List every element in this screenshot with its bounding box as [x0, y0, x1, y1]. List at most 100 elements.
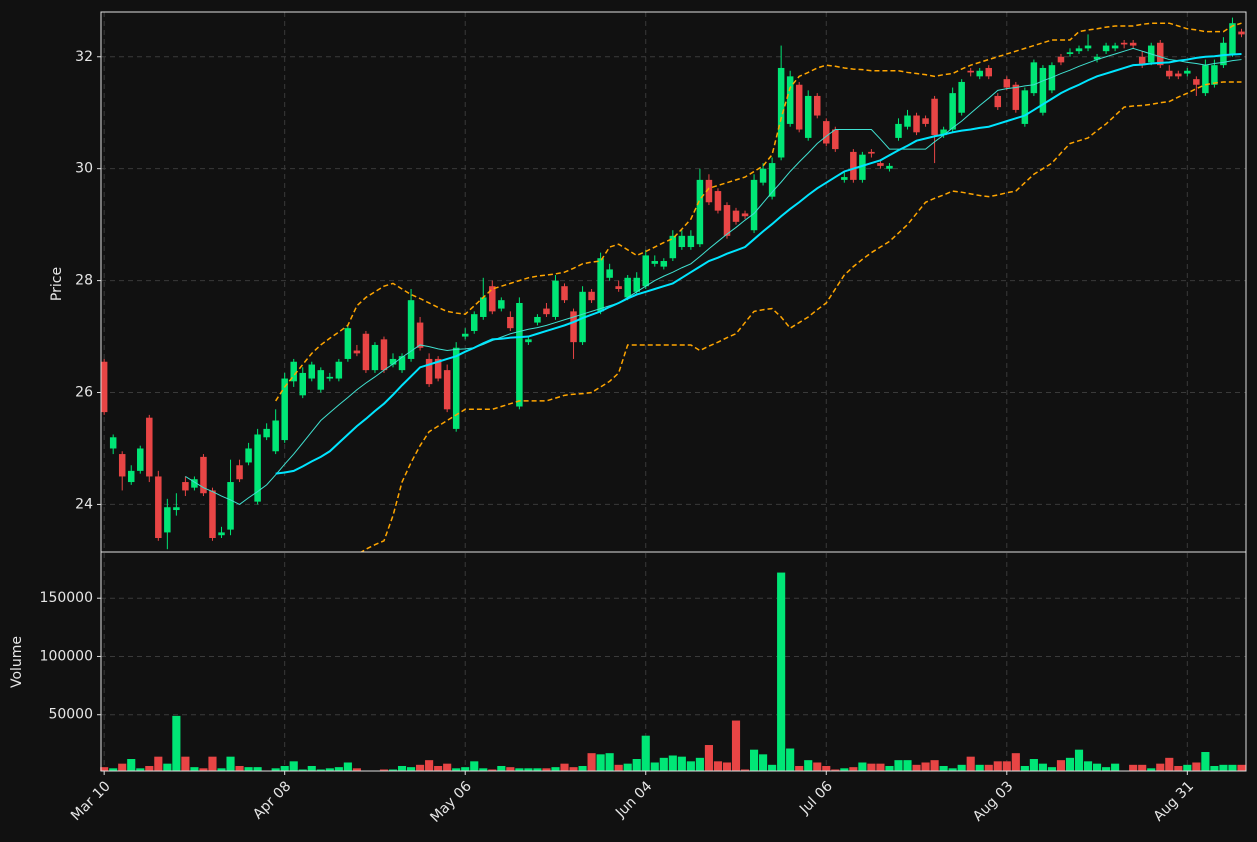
- candle-body: [786, 76, 794, 124]
- volume-bar: [795, 765, 804, 771]
- candle-body: [272, 420, 279, 452]
- candle-body: [877, 163, 884, 166]
- candle-body: [308, 364, 316, 379]
- volume-bar: [479, 768, 488, 771]
- candle-body: [1111, 45, 1119, 49]
- volume-bar: [1002, 761, 1011, 771]
- candle-body: [868, 151, 875, 154]
- volume-bar: [145, 765, 154, 771]
- volume-bar: [768, 764, 777, 771]
- volume-bar: [1228, 764, 1237, 771]
- candle-body: [678, 235, 686, 248]
- candle-body: [200, 456, 207, 494]
- candle-body: [795, 84, 803, 130]
- candle-body: [741, 213, 749, 217]
- volume-bar: [163, 763, 172, 771]
- y-tick-label: 100000: [40, 648, 93, 664]
- candle-body: [606, 269, 613, 278]
- volume-bar: [894, 760, 903, 771]
- candle-body: [1229, 23, 1236, 54]
- candle-body: [588, 291, 595, 301]
- volume-bar: [930, 760, 939, 771]
- volume-bar: [740, 769, 750, 771]
- candle-body: [1012, 84, 1020, 110]
- volume-bar: [271, 768, 280, 771]
- volume-bar: [217, 768, 226, 771]
- volume-bar: [497, 765, 506, 771]
- volume-bar: [425, 760, 434, 771]
- volume-bar: [506, 767, 515, 771]
- volume-bar: [876, 763, 885, 771]
- candle-body: [1030, 62, 1038, 94]
- candle-body: [768, 163, 776, 197]
- y-tick-label: 50000: [48, 707, 93, 723]
- candle-body: [1057, 56, 1065, 63]
- volume-bar: [199, 768, 208, 771]
- candle-body: [949, 93, 956, 130]
- volume-bar: [677, 756, 686, 771]
- y-tick-label: 28: [75, 273, 93, 289]
- volume-bar: [280, 765, 289, 771]
- candle-body: [922, 118, 929, 124]
- candle-body: [832, 129, 839, 150]
- candle-body: [1166, 70, 1173, 77]
- volume-bar: [605, 753, 614, 771]
- candle-body: [416, 322, 424, 348]
- volume-bar: [912, 764, 921, 771]
- candle-body: [823, 121, 830, 144]
- candle-body: [425, 358, 433, 385]
- bollinger-band: [359, 81, 1242, 552]
- volume-bar: [100, 767, 109, 771]
- volume-bar: [461, 767, 470, 771]
- x-tick-label: Jul 06: [796, 778, 836, 818]
- candle-body: [1220, 42, 1227, 66]
- price-plot: [101, 17, 1245, 552]
- volume-bar: [777, 572, 786, 771]
- volume-bar: [1201, 752, 1210, 771]
- candle-body: [299, 372, 306, 396]
- volume-bar: [966, 756, 975, 771]
- candle-body: [859, 154, 866, 180]
- candle-body: [777, 67, 785, 158]
- candle-body: [209, 490, 216, 539]
- candle-body: [254, 434, 261, 502]
- volume-bar: [551, 767, 560, 771]
- volume-bar: [325, 768, 334, 771]
- x-tick-label: May 06: [427, 778, 475, 826]
- volume-bar: [343, 762, 352, 771]
- volume-bar: [1083, 761, 1093, 771]
- candle-body: [227, 482, 234, 530]
- volume-bar: [190, 767, 199, 771]
- volume-bar: [759, 754, 768, 771]
- candle-body: [1129, 42, 1137, 46]
- volume-bar: [578, 765, 587, 771]
- candle-body: [191, 479, 198, 488]
- volume-bar: [722, 762, 732, 771]
- candle-body: [597, 258, 604, 312]
- volume-bar: [1183, 764, 1192, 771]
- y-tick-label: 30: [75, 161, 93, 177]
- volume-bar: [813, 762, 822, 771]
- volume-bar: [948, 768, 957, 771]
- candle-body: [317, 370, 325, 390]
- volume-bar: [515, 768, 524, 771]
- volume-bar: [181, 756, 190, 771]
- candle-body: [759, 168, 767, 183]
- candle-body: [389, 358, 397, 365]
- volume-bar: [316, 769, 325, 771]
- candle-body: [101, 361, 108, 413]
- volume-bar: [858, 762, 867, 771]
- candle-body: [895, 123, 902, 138]
- candle-body: [813, 95, 821, 116]
- volume-bar: [975, 764, 984, 771]
- candle-body: [1021, 90, 1029, 124]
- candle-body: [470, 314, 478, 331]
- volume-bar: [1056, 760, 1066, 771]
- candle-body: [461, 333, 469, 337]
- volume-bar: [452, 768, 461, 771]
- candle-body: [290, 361, 297, 382]
- candle-body: [931, 98, 938, 136]
- candle-body: [552, 280, 559, 317]
- candle-body: [1102, 45, 1110, 52]
